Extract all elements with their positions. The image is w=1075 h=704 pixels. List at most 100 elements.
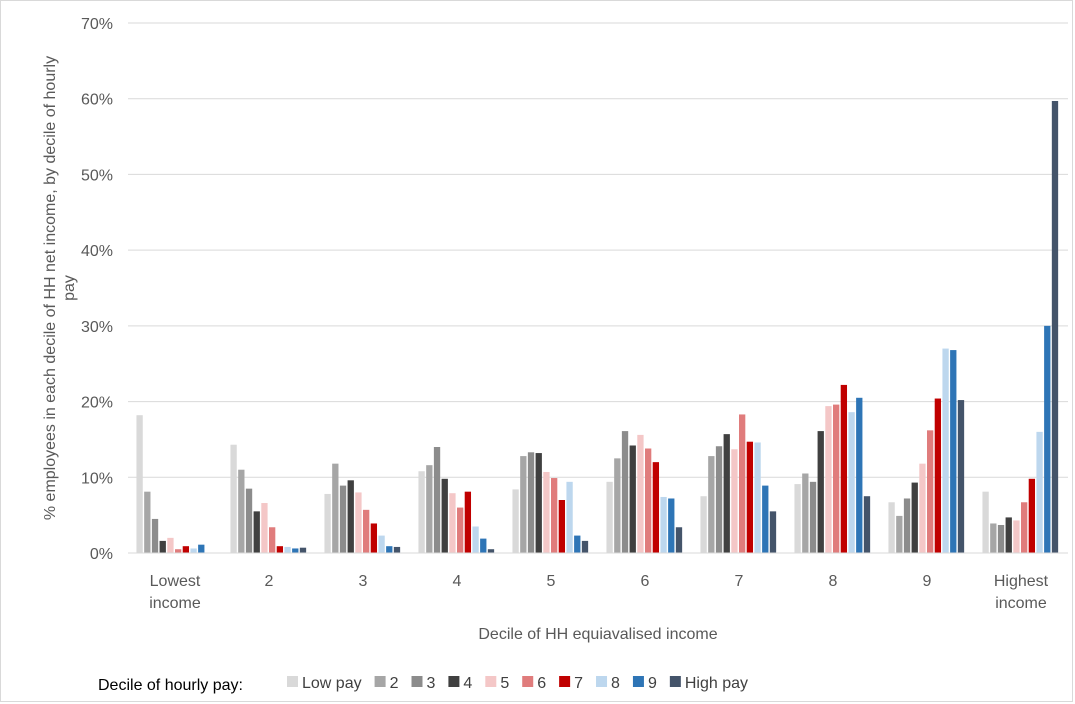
bar xyxy=(825,406,832,553)
bar xyxy=(863,496,871,553)
legend-swatch xyxy=(287,676,298,687)
x-tick-label: 5 xyxy=(547,573,556,590)
bar xyxy=(652,462,660,553)
bar xyxy=(715,446,723,553)
y-tick-label: 20% xyxy=(81,395,113,412)
bar xyxy=(292,548,299,553)
bar xyxy=(762,485,769,553)
legend-label: Low pay xyxy=(302,675,362,692)
bar xyxy=(739,414,746,553)
bar xyxy=(245,488,253,553)
y-tick-label: 10% xyxy=(81,470,113,487)
bar xyxy=(934,398,942,553)
bar xyxy=(746,441,754,553)
y-tick-label: 50% xyxy=(81,167,113,184)
bar xyxy=(919,463,926,553)
x-tick-label: Highest income xyxy=(994,573,1049,612)
x-tick-label: 4 xyxy=(453,573,462,590)
bar xyxy=(433,447,441,553)
bar xyxy=(911,482,918,553)
bar xyxy=(136,415,143,553)
legend-swatch xyxy=(485,676,497,687)
bar xyxy=(238,469,245,553)
bar xyxy=(794,484,801,553)
bar xyxy=(355,492,362,553)
bar xyxy=(637,434,644,553)
bar xyxy=(856,397,863,553)
legend-swatch xyxy=(559,676,571,687)
legend-swatch xyxy=(632,676,644,687)
x-tick-label: 7 xyxy=(735,573,744,590)
bar xyxy=(151,518,159,553)
bar xyxy=(606,481,613,553)
bar xyxy=(888,502,895,553)
bar xyxy=(833,404,840,553)
bar xyxy=(230,444,237,553)
bar xyxy=(942,348,949,553)
bar xyxy=(574,535,581,553)
bar xyxy=(927,430,934,553)
bar xyxy=(1013,520,1020,553)
bar xyxy=(566,481,573,553)
bar xyxy=(393,546,401,553)
bar xyxy=(253,511,260,553)
bar xyxy=(269,527,276,553)
bar xyxy=(332,463,339,553)
bar xyxy=(441,478,448,553)
bar xyxy=(1051,100,1059,554)
legend-swatch xyxy=(522,676,534,687)
bar xyxy=(903,498,911,553)
bar xyxy=(487,549,495,553)
bar xyxy=(731,449,738,553)
legend-swatch xyxy=(374,676,386,687)
bar xyxy=(449,493,456,553)
y-axis-title-line2: pay xyxy=(61,275,78,301)
bar xyxy=(527,452,535,553)
bar xyxy=(621,431,629,553)
bar xyxy=(512,489,519,553)
y-tick-label: 60% xyxy=(81,92,113,109)
bar xyxy=(167,537,174,553)
bar xyxy=(198,544,205,553)
legend-label: 7 xyxy=(574,675,583,692)
bar xyxy=(159,540,166,553)
y-tick-label: 0% xyxy=(90,546,113,563)
legend-label: 2 xyxy=(390,675,399,692)
bar xyxy=(480,538,487,553)
bar xyxy=(551,478,558,553)
y-axis-ticks: 0% 10% 20% 30% 40% 50% 60% 70% xyxy=(81,16,113,563)
legend-swatch xyxy=(448,676,460,687)
bar xyxy=(386,546,393,553)
bar xyxy=(535,453,542,553)
legend-swatch xyxy=(411,676,423,687)
bar xyxy=(668,498,675,553)
x-tick-label: 9 xyxy=(923,573,932,590)
x-axis-ticks: Lowest income 2 3 4 5 6 7 8 9 Highest income xyxy=(149,573,1048,612)
bar xyxy=(558,500,566,553)
bar xyxy=(1005,517,1012,553)
x-tick-label: 2 xyxy=(265,573,274,590)
bar xyxy=(339,485,347,553)
bar xyxy=(614,458,621,553)
bar xyxy=(284,546,291,553)
x-axis-title: Decile of HH equiavalised income xyxy=(478,626,717,643)
bar xyxy=(817,431,824,553)
bar xyxy=(144,491,151,553)
bar xyxy=(378,535,385,553)
legend-swatch xyxy=(596,676,608,687)
y-tick-label: 30% xyxy=(81,319,113,336)
bar xyxy=(324,493,331,553)
bar xyxy=(990,523,997,553)
bar xyxy=(426,465,433,553)
legend-label: High pay xyxy=(685,675,748,692)
y-tick-label: 70% xyxy=(81,16,113,33)
bar xyxy=(190,548,197,553)
gridlines xyxy=(128,22,1068,478)
legend-label: 3 xyxy=(427,675,436,692)
bar xyxy=(370,523,378,553)
bar xyxy=(896,515,903,553)
bar xyxy=(1021,502,1028,553)
bar xyxy=(182,546,190,553)
